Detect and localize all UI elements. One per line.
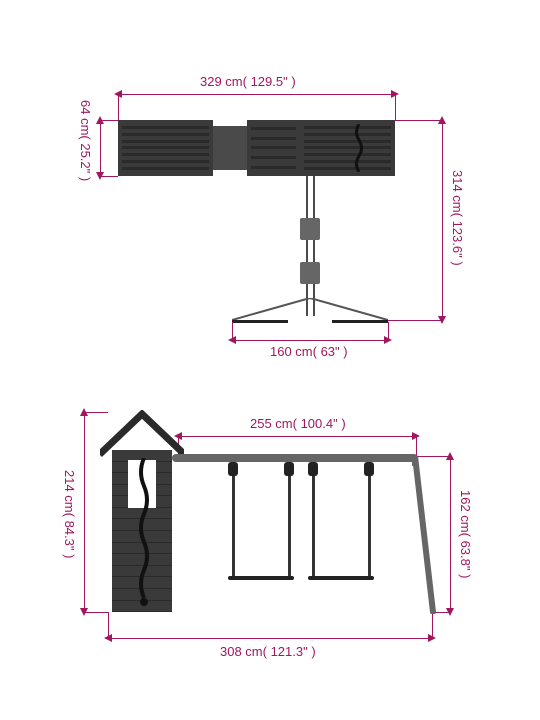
swing-seat-top [232, 320, 288, 323]
ext-line [118, 94, 119, 120]
dim-line-160 [232, 340, 388, 341]
dim-line-308 [108, 638, 432, 639]
swing-hook-icon [308, 462, 318, 476]
dim-label-64: 64 cm( 25.2" ) [78, 100, 93, 181]
dim-label-162: 162 cm( 63.8" ) [458, 490, 473, 578]
top-platform-mid [213, 126, 247, 170]
ext-line [232, 322, 233, 340]
swing-hook-icon [284, 462, 294, 476]
swing-rope-top [306, 176, 308, 316]
swing-seat-top [332, 320, 388, 323]
ext-line [388, 322, 389, 340]
ext-line [432, 612, 433, 638]
dim-line-329 [118, 94, 395, 95]
ext-line [416, 436, 417, 456]
dim-label-160: 160 cm( 63" ) [270, 344, 348, 359]
swing-grip-icon [300, 262, 320, 284]
dim-line-255 [178, 436, 416, 437]
dim-label-329: 329 cm( 129.5" ) [200, 74, 296, 89]
swing-rope [312, 462, 315, 576]
swing-seat [228, 576, 294, 580]
ext-line [383, 320, 442, 321]
ext-line [395, 94, 396, 120]
swing-seat [308, 576, 374, 580]
dim-label-214: 214 cm( 84.3" ) [62, 470, 77, 558]
swing-hook-icon [364, 462, 374, 476]
swing-rope [288, 462, 291, 576]
swing-aframe-top [232, 298, 388, 322]
ext-line [84, 612, 108, 613]
dim-line-314 [442, 120, 443, 320]
top-platform-right [300, 120, 395, 176]
swing-rope [368, 462, 371, 576]
swing-top-bar [172, 454, 418, 462]
top-platform-left [118, 120, 213, 176]
dim-label-308: 308 cm( 121.3" ) [220, 644, 316, 659]
climb-rope-top-icon [352, 124, 366, 172]
swing-rope-top [313, 176, 315, 316]
top-platform-center [247, 120, 300, 176]
ext-line [108, 612, 109, 638]
swing-a-leg [412, 456, 436, 614]
dim-label-314: 314 cm( 123.6" ) [450, 170, 465, 266]
climb-rope-side-icon [136, 458, 152, 606]
swing-hook-icon [228, 462, 238, 476]
swing-grip-icon [300, 218, 320, 240]
ext-line [100, 120, 118, 121]
swing-rope [232, 462, 235, 576]
diagram-canvas: 329 cm( 129.5" ) 64 cm( 25.2" ) 314 cm( … [0, 0, 540, 720]
dim-line-64 [100, 120, 101, 176]
ext-line [395, 120, 442, 121]
dim-label-255: 255 cm( 100.4" ) [250, 416, 346, 431]
dim-line-162 [450, 456, 451, 612]
dim-line-214 [84, 412, 85, 612]
ext-line [100, 176, 118, 177]
